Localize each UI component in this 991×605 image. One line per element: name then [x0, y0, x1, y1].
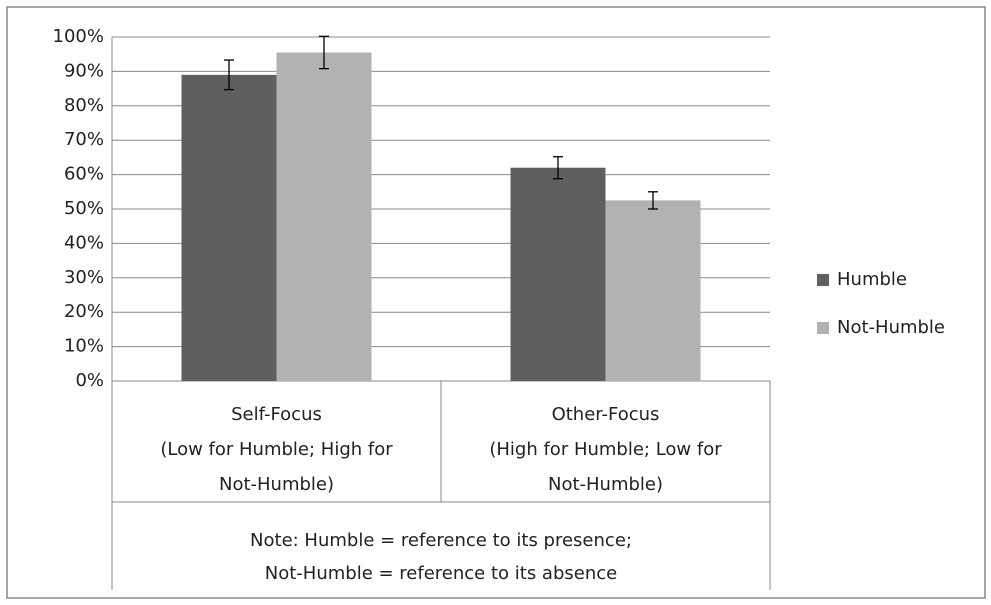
note: Not-Humble = reference to its absence [265, 563, 617, 584]
y-tick-label: 50% [64, 198, 104, 219]
x-tick-label: (High for Humble; Low for [489, 439, 722, 460]
legend-label: Not-Humble [837, 317, 945, 338]
chart-border [6, 6, 986, 599]
y-tick-label: 80% [64, 95, 104, 116]
y-tick-label: 0% [75, 370, 104, 391]
bar [181, 74, 277, 381]
x-tick-label: Self-Focus [231, 404, 322, 425]
y-tick-label: 40% [64, 232, 104, 253]
bar [605, 200, 701, 381]
bar [510, 167, 606, 381]
y-tick-label: 10% [64, 336, 104, 357]
y-tick-label: 70% [64, 129, 104, 150]
y-tick-label: 30% [64, 267, 104, 288]
y-tick-label: 60% [64, 164, 104, 185]
y-tick-label: 20% [64, 301, 104, 322]
y-tick-label: 100% [53, 26, 104, 47]
x-tick-label: Not-Humble) [219, 474, 334, 495]
x-tick-label: Not-Humble) [548, 474, 663, 495]
bar [276, 52, 372, 381]
x-tick-label: (Low for Humble; High for [160, 439, 393, 460]
x-tick-label: Other-Focus [552, 404, 660, 425]
legend-swatch [817, 322, 829, 334]
legend-label: Humble [837, 269, 907, 290]
y-tick-label: 90% [64, 60, 104, 81]
note: Note: Humble = reference to its presence… [250, 530, 632, 551]
legend-swatch [817, 274, 829, 286]
